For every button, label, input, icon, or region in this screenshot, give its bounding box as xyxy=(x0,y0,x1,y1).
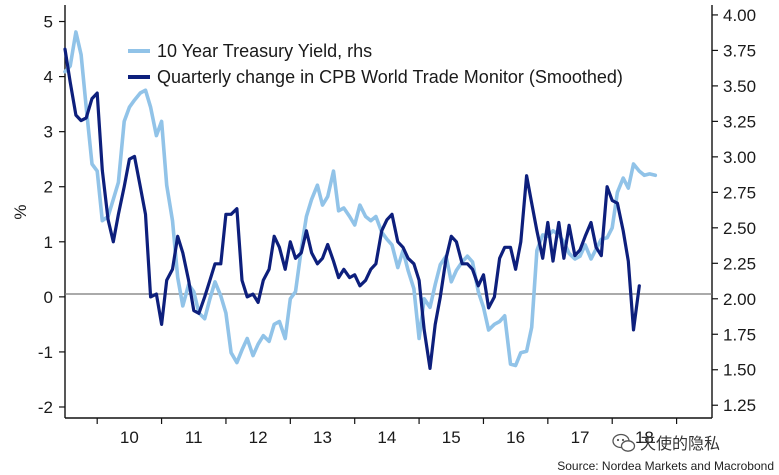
left-tick-label: 4 xyxy=(44,68,53,87)
right-axis-ticks: 1.25 1.50 1.75 2.00 2.25 2.50 2.75 3.00 3.25 3.50… xyxy=(712,6,756,415)
right-tick-label: 1.25 xyxy=(723,396,756,415)
right-tick-label: 3.75 xyxy=(723,41,756,60)
legend-entry-cpb: Quarterly change in CPB World Trade Moni… xyxy=(128,67,623,87)
x-tick-label: 18 xyxy=(635,428,654,447)
x-tick-label: 13 xyxy=(313,428,332,447)
right-tick-label: 3.00 xyxy=(723,148,756,167)
x-tick-label: 14 xyxy=(377,428,396,447)
right-tick-label: 2.75 xyxy=(723,183,756,202)
right-tick-label: 2.25 xyxy=(723,254,756,273)
right-tick-label: 4.00 xyxy=(723,6,756,25)
legend-entry-treasury: 10 Year Treasury Yield, rhs xyxy=(128,41,372,61)
watermark-text: 天使的隐私 xyxy=(640,435,720,453)
source-note: Source: Nordea Markets and Macrobond xyxy=(557,459,774,473)
series-lines xyxy=(63,30,658,370)
right-tick-label: 2.50 xyxy=(723,219,756,238)
x-tick-label: 17 xyxy=(571,428,590,447)
x-tick-label: 16 xyxy=(506,428,525,447)
left-tick-label: 5 xyxy=(44,13,53,32)
left-tick-label: -1 xyxy=(38,343,53,362)
x-tick-label: 10 xyxy=(120,428,139,447)
cpb-trade-monitor-line xyxy=(63,47,641,370)
left-tick-label: 3 xyxy=(44,123,53,142)
y-axis-label: % xyxy=(11,204,30,219)
right-tick-label: 1.75 xyxy=(723,325,756,344)
left-tick-label: 0 xyxy=(44,288,53,307)
x-tick-label: 15 xyxy=(442,428,461,447)
x-tick-label: 12 xyxy=(249,428,268,447)
wechat-icon xyxy=(612,433,636,452)
x-tick-label: 11 xyxy=(185,428,203,447)
left-axis-ticks: -2 -1 0 1 2 3 4 5 xyxy=(38,13,65,417)
right-tick-label: 2.00 xyxy=(723,290,756,309)
watermark: 天使的隐私 xyxy=(612,433,720,453)
right-tick-label: 3.25 xyxy=(723,112,756,131)
legend-label-treasury: 10 Year Treasury Yield, rhs xyxy=(157,41,372,61)
left-tick-label: 2 xyxy=(44,178,53,197)
right-tick-label: 1.50 xyxy=(723,361,756,380)
legend: 10 Year Treasury Yield, rhs Quarterly ch… xyxy=(128,41,623,87)
left-tick-label: 1 xyxy=(44,233,53,252)
legend-label-cpb: Quarterly change in CPB World Trade Moni… xyxy=(157,67,623,87)
left-tick-label: -2 xyxy=(38,398,53,417)
plot-area xyxy=(64,5,713,419)
right-tick-label: 3.50 xyxy=(723,77,756,96)
x-axis-ticks: 10 11 12 13 14 15 16 17 18 xyxy=(96,418,678,447)
